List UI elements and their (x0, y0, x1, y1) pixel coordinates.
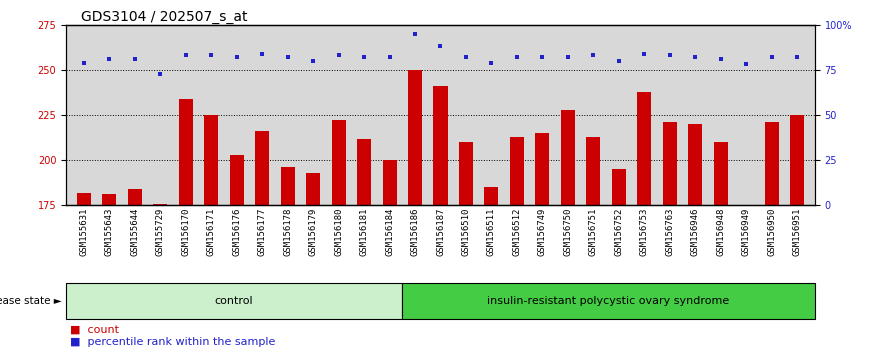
Bar (790, 115, 804, 205)
Point (306, 58, 320, 64)
Point (714, 56, 728, 62)
Bar (153, 204, 167, 205)
Bar (255, 131, 270, 205)
Point (357, 55, 371, 60)
Point (128, 56, 142, 62)
Bar (331, 120, 345, 205)
Text: ■  count: ■ count (70, 324, 120, 334)
Point (739, 62, 753, 67)
Point (179, 53, 193, 58)
Bar (688, 124, 702, 205)
Point (611, 58, 626, 64)
Bar (510, 137, 524, 205)
Point (331, 53, 345, 58)
Point (255, 51, 270, 57)
Point (637, 51, 651, 57)
Bar (382, 160, 396, 205)
Point (536, 55, 550, 60)
Point (510, 55, 524, 60)
Bar (587, 137, 600, 205)
Point (688, 55, 702, 60)
Text: GDS3104 / 202507_s_at: GDS3104 / 202507_s_at (81, 10, 248, 24)
Bar (433, 86, 448, 205)
Point (382, 55, 396, 60)
Bar (357, 138, 371, 205)
Bar (128, 189, 142, 205)
Point (408, 31, 422, 37)
Point (765, 55, 779, 60)
Point (153, 71, 167, 76)
Bar (77, 193, 91, 205)
Bar (637, 92, 651, 205)
Bar (230, 155, 244, 205)
Text: control: control (215, 296, 253, 306)
Point (790, 55, 804, 60)
Bar (561, 110, 575, 205)
Point (663, 53, 677, 58)
Bar (765, 122, 779, 205)
Text: ■  percentile rank within the sample: ■ percentile rank within the sample (70, 337, 276, 347)
Bar (459, 142, 473, 205)
Bar (402, 283, 815, 319)
Bar (281, 167, 294, 205)
Point (230, 55, 244, 60)
Bar (102, 194, 116, 205)
Bar (611, 169, 626, 205)
Bar (306, 173, 320, 205)
Bar (66, 283, 402, 319)
Point (281, 55, 295, 60)
Point (485, 60, 499, 65)
Point (459, 55, 473, 60)
Point (204, 53, 218, 58)
Bar (714, 142, 728, 205)
Bar (536, 133, 550, 205)
Text: insulin-resistant polycystic ovary syndrome: insulin-resistant polycystic ovary syndr… (487, 296, 729, 306)
Bar (485, 187, 499, 205)
Point (433, 44, 448, 49)
Bar (408, 70, 422, 205)
Point (102, 56, 116, 62)
Point (561, 55, 575, 60)
Text: disease state ►: disease state ► (0, 296, 62, 306)
Point (77, 60, 91, 65)
Point (586, 53, 600, 58)
Bar (179, 99, 193, 205)
Bar (204, 115, 218, 205)
Bar (663, 122, 677, 205)
